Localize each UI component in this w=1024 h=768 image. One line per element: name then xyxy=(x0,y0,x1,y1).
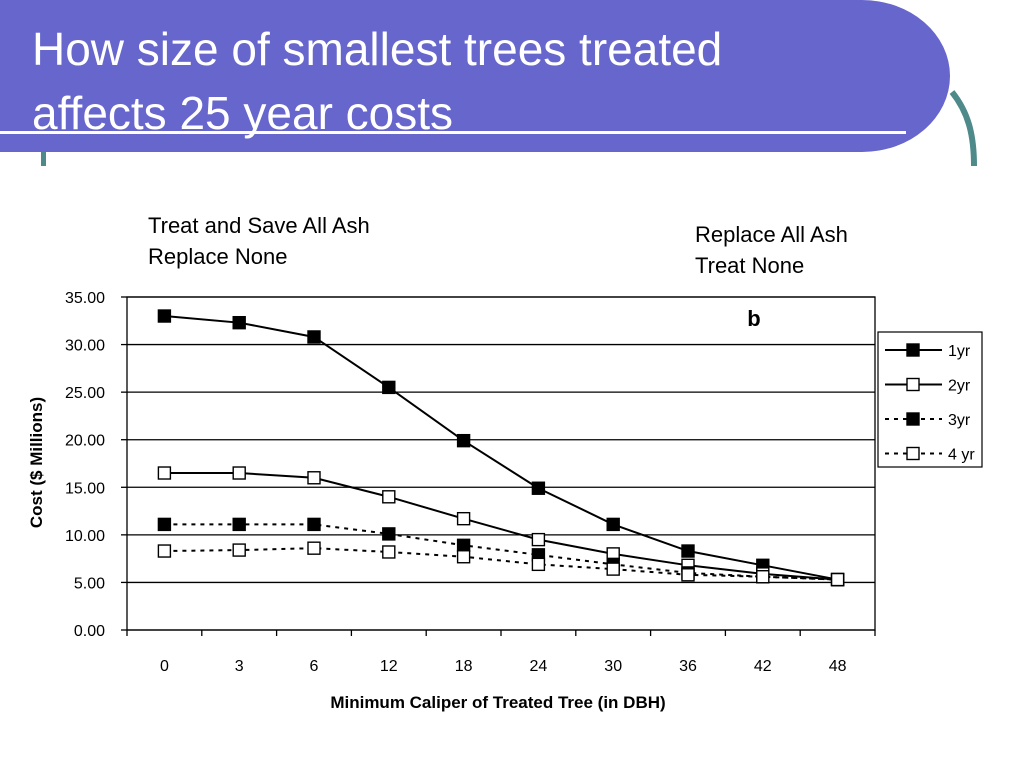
y-tick-label: 35.00 xyxy=(65,290,105,307)
data-point xyxy=(232,517,246,532)
series-line xyxy=(164,315,838,581)
data-point xyxy=(681,544,695,558)
note-left-line-1: Treat and Save All Ash xyxy=(148,213,370,238)
data-point xyxy=(382,527,396,541)
note-left-line-2: Replace None xyxy=(148,244,288,269)
note-left: Treat and Save All Ash Replace None xyxy=(148,210,370,272)
note-right: Replace All Ash Treat None xyxy=(695,219,848,281)
data-point xyxy=(382,380,396,395)
data-point xyxy=(307,471,321,485)
series-layer xyxy=(157,309,845,587)
note-right-line-1: Replace All Ash xyxy=(695,222,848,247)
series-4 xyxy=(157,541,845,587)
title-band xyxy=(0,0,950,152)
legend-marker xyxy=(906,446,920,461)
data-point xyxy=(157,544,172,558)
series-line xyxy=(164,472,838,581)
data-point xyxy=(456,538,471,553)
legend-label: 3yr xyxy=(948,412,971,429)
legend: 1yr 2yr 3yr 4 yr xyxy=(877,331,983,468)
y-tick-label: 30.00 xyxy=(65,338,105,355)
data-point xyxy=(456,511,471,526)
y-tick-label: 5.00 xyxy=(74,575,105,592)
legend-box xyxy=(877,331,983,468)
legend-label: 2yr xyxy=(948,378,971,395)
data-point xyxy=(382,545,396,559)
note-right-line-2: Treat None xyxy=(695,253,805,278)
data-point xyxy=(456,550,471,564)
title-underline xyxy=(0,131,906,134)
data-point xyxy=(531,557,546,572)
x-axis-label: Minimum Caliper of Treated Tree (in DBH) xyxy=(330,693,665,712)
data-point xyxy=(232,315,246,330)
x-tick-label: 42 xyxy=(754,658,772,675)
data-point xyxy=(232,466,246,480)
data-point xyxy=(681,568,695,582)
data-point xyxy=(382,490,396,504)
y-tick-label: 25.00 xyxy=(65,385,105,402)
data-point xyxy=(606,562,620,576)
data-point xyxy=(756,570,770,584)
x-tick-label: 0 xyxy=(160,658,169,675)
x-tick-label: 6 xyxy=(310,658,319,675)
legend-marker xyxy=(906,343,920,357)
data-point xyxy=(157,517,172,532)
legend-marker xyxy=(906,412,920,426)
data-point xyxy=(157,309,172,323)
data-point xyxy=(531,481,546,495)
data-point xyxy=(307,517,321,532)
x-tick-label: 18 xyxy=(455,658,473,675)
x-tick-label: 3 xyxy=(235,658,244,675)
y-tick-label: 0.00 xyxy=(74,623,105,640)
series-1 xyxy=(157,309,845,587)
data-point xyxy=(456,433,471,448)
data-point xyxy=(531,532,546,547)
y-tick-label: 20.00 xyxy=(65,433,105,450)
series-line xyxy=(164,547,838,581)
y-tick-label: 10.00 xyxy=(65,528,105,545)
data-point xyxy=(307,330,321,344)
x-tick-label: 24 xyxy=(530,658,548,675)
data-point xyxy=(830,572,845,587)
panel-label: b xyxy=(747,306,760,331)
legend-label: 1yr xyxy=(948,343,971,360)
slide-title-line-2: affects 25 year costs xyxy=(32,87,454,139)
y-tick-label: 15.00 xyxy=(65,480,105,497)
legend-marker xyxy=(906,377,920,392)
slide-title-line-1: How size of smallest trees treated xyxy=(32,23,723,75)
data-point xyxy=(232,543,246,557)
data-point xyxy=(307,541,321,555)
x-tick-label: 12 xyxy=(380,658,398,675)
y-axis-label: Cost ($ Millions) xyxy=(27,397,46,528)
accent-arc xyxy=(949,90,977,167)
data-point xyxy=(157,466,172,480)
accent-tick xyxy=(41,152,46,166)
data-point xyxy=(606,517,620,532)
legend-label: 4 yr xyxy=(948,447,975,464)
series-2 xyxy=(157,466,845,587)
x-tick-label: 30 xyxy=(604,658,622,675)
x-tick-label: 36 xyxy=(679,658,697,675)
axes: 0.00 5.00 10.00 15.00 20.00 25.00 30.00 35.00 0 3… xyxy=(65,290,876,675)
x-tick-label: 48 xyxy=(829,658,847,675)
